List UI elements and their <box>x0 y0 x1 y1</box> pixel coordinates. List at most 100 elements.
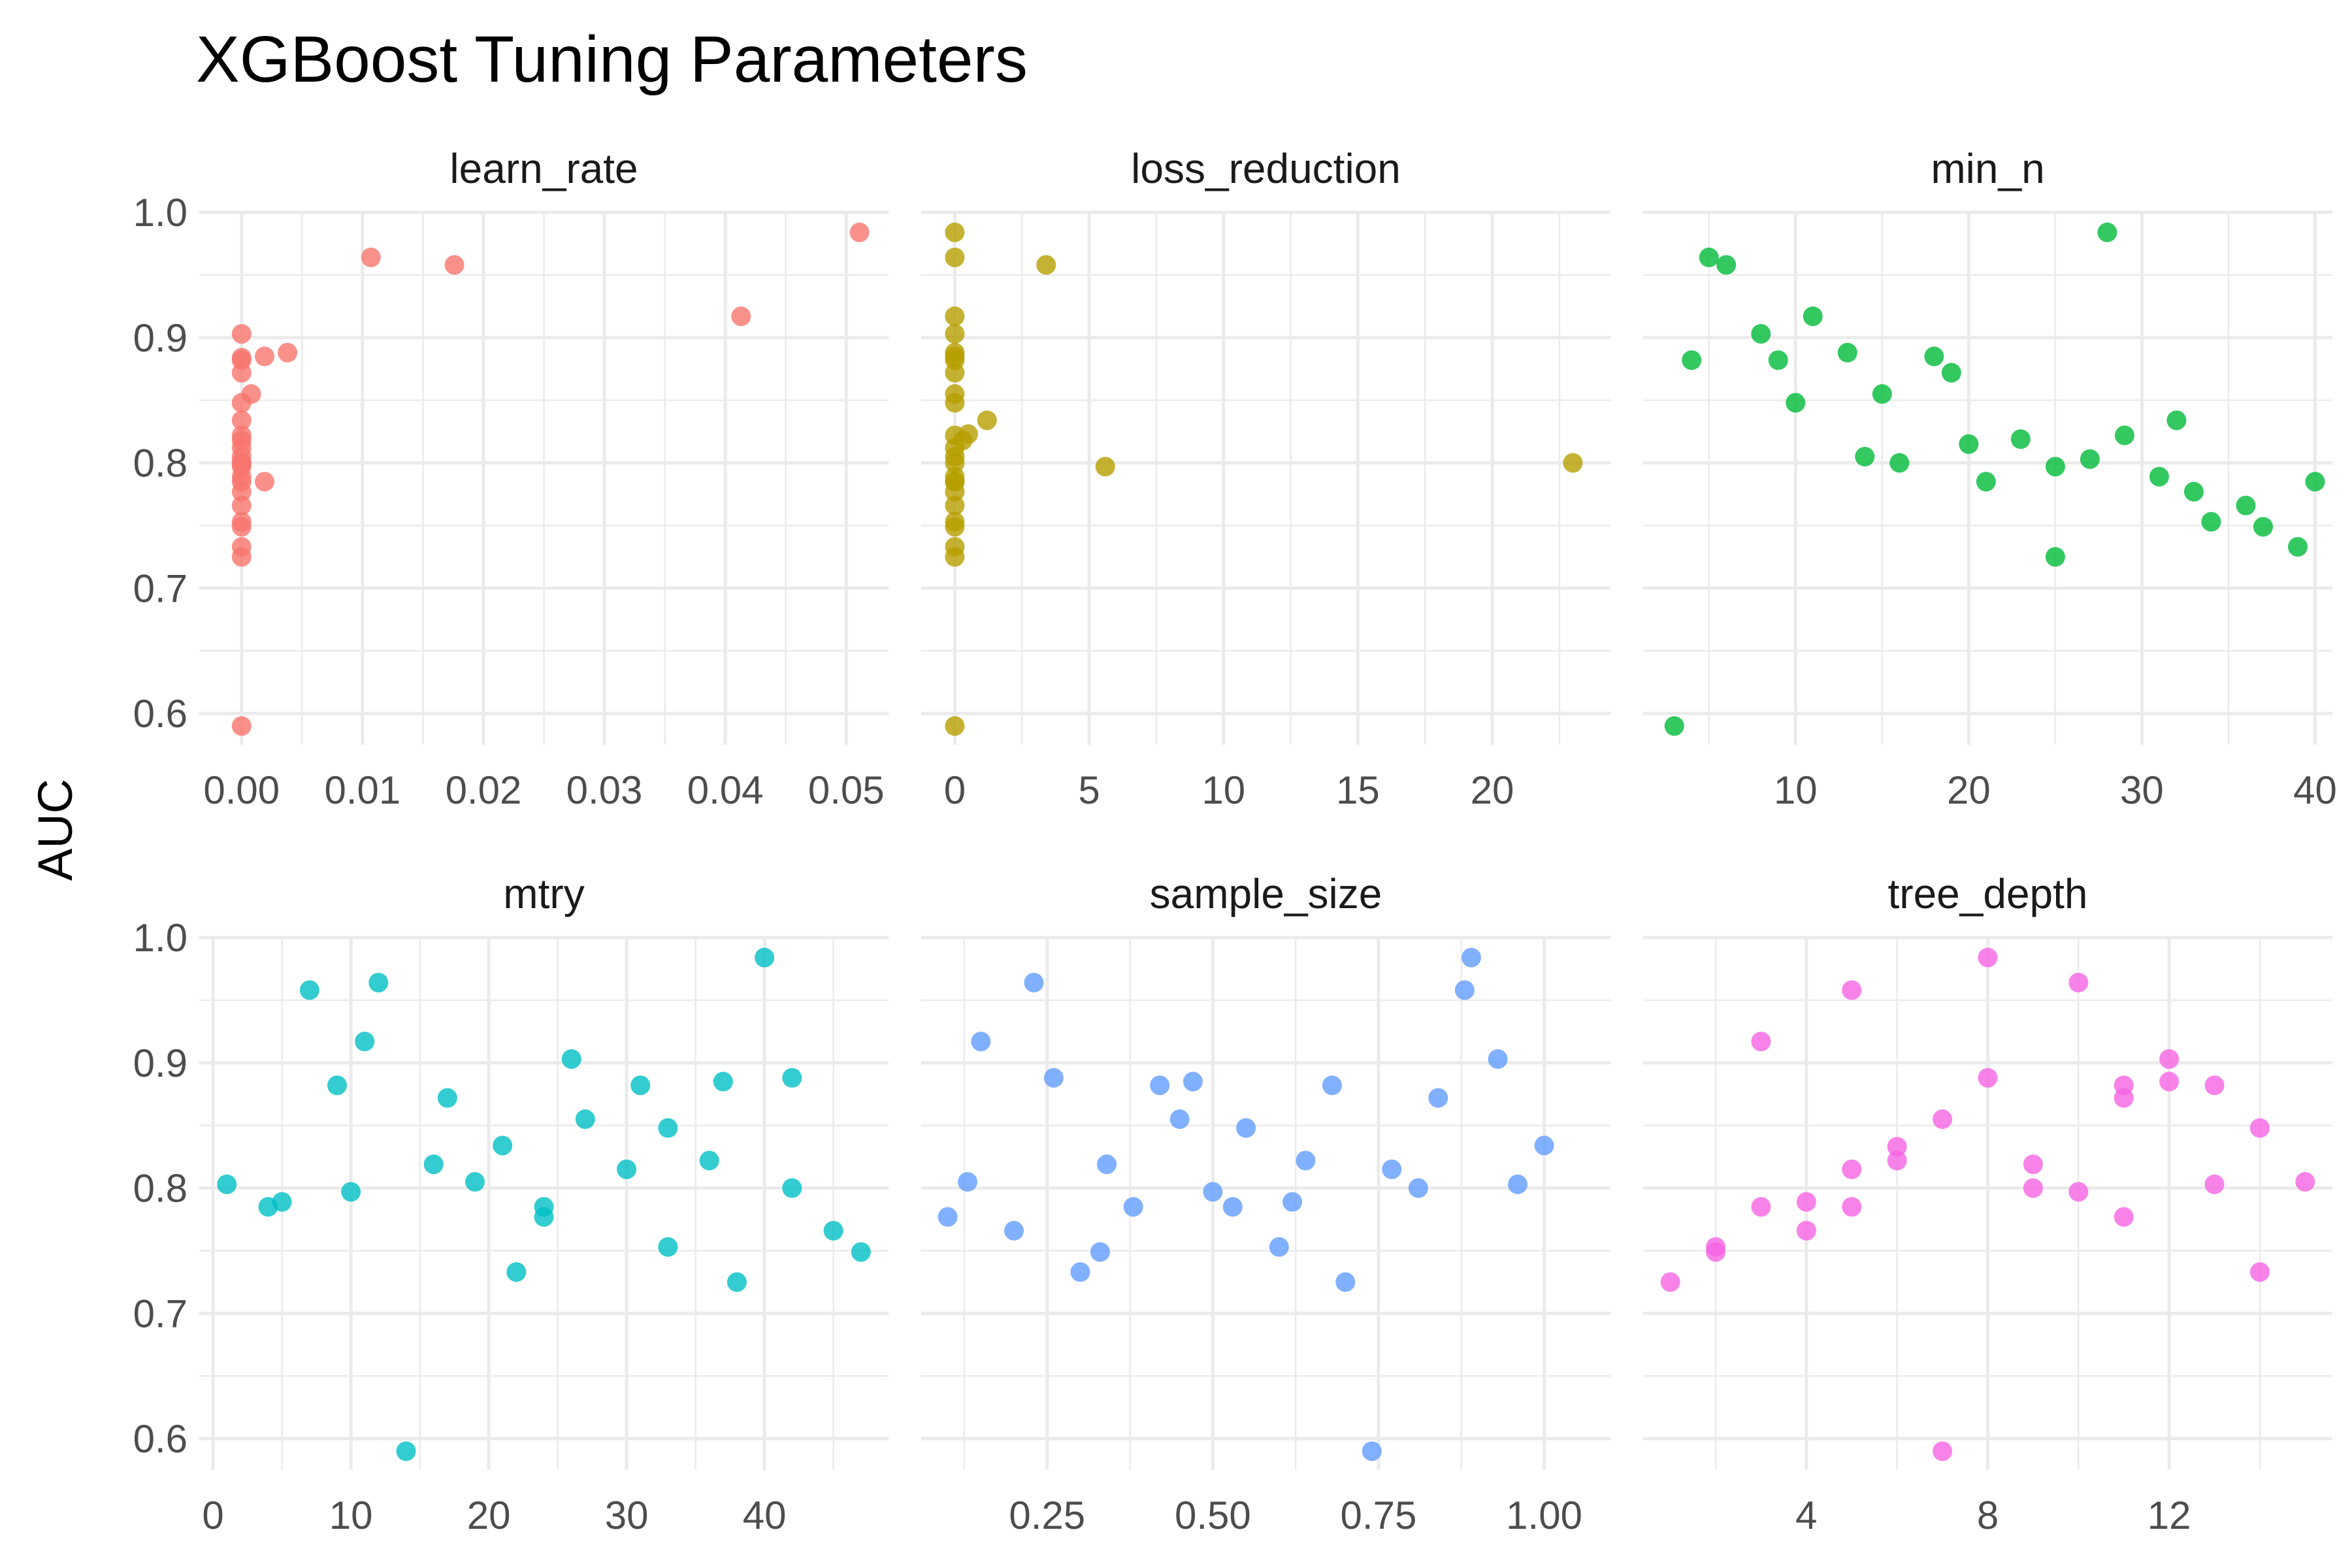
x-tick-label: 0.05 <box>808 768 885 812</box>
data-point <box>506 1262 527 1282</box>
data-point <box>2149 466 2169 487</box>
data-point <box>1933 1441 1953 1462</box>
data-point <box>849 222 870 242</box>
data-point <box>1454 980 1475 1000</box>
data-point <box>2114 425 2134 446</box>
y-tick-label: 0.6 <box>133 692 188 736</box>
data-point <box>231 547 252 567</box>
data-point <box>1236 1118 1256 1138</box>
facet-panel-learn-rate: learn_rate 0.6 0.7 0.8 0.9 1.0 0.00 0.01 0.02 0.0… <box>133 145 889 812</box>
data-point <box>2010 429 2031 449</box>
data-point <box>1097 1154 1117 1175</box>
data-point <box>945 453 965 473</box>
data-point <box>2253 517 2273 537</box>
data-point <box>1090 1242 1110 1262</box>
data-point <box>231 495 252 515</box>
x-tick-label: 0.50 <box>1175 1494 1251 1537</box>
data-point <box>1664 716 1684 736</box>
y-tick-label: 1.0 <box>133 916 188 960</box>
data-point <box>1842 1197 1862 1217</box>
data-point <box>465 1171 485 1192</box>
x-tick-label: 12 <box>2148 1494 2191 1537</box>
data-point <box>971 1032 991 1052</box>
x-tick-label: 20 <box>1947 768 1991 812</box>
data-point <box>2249 1262 2270 1282</box>
data-point <box>575 1109 595 1130</box>
data-point <box>534 1207 554 1227</box>
x-tick-label: 30 <box>605 1494 649 1537</box>
data-point <box>2236 495 2256 515</box>
y-tick-label: 0.9 <box>133 316 188 360</box>
data-point <box>217 1174 237 1194</box>
data-point <box>493 1135 513 1156</box>
points-min-n <box>1664 222 2325 736</box>
data-point <box>1803 306 1823 327</box>
gridlines <box>921 210 1610 745</box>
x-tick-label: 0.75 <box>1341 1494 1417 1537</box>
data-point <box>1183 1071 1203 1092</box>
data-point <box>231 324 252 344</box>
data-point <box>2305 472 2325 492</box>
data-point <box>958 1171 978 1192</box>
data-point <box>231 482 252 502</box>
gridlines <box>921 936 1610 1470</box>
data-point <box>1941 363 1961 383</box>
y-tick-label: 0.8 <box>133 442 188 485</box>
data-point <box>945 363 965 383</box>
data-point <box>1222 1197 1243 1217</box>
x-tick-label: 20 <box>1471 768 1514 812</box>
data-point <box>1382 1159 1402 1179</box>
data-point <box>782 1068 802 1088</box>
data-point <box>1855 446 1875 466</box>
data-point <box>561 1049 581 1070</box>
y-tick-label: 0.7 <box>133 1292 188 1335</box>
x-tick-label: 0.01 <box>324 768 400 812</box>
data-point <box>2166 410 2187 431</box>
data-point <box>2183 482 2204 502</box>
y-tick-label: 0.6 <box>133 1417 188 1461</box>
data-point <box>1751 1032 1771 1052</box>
gridlines <box>1643 210 2332 745</box>
data-point <box>2023 1178 2043 1198</box>
x-tick-label: 5 <box>1078 768 1100 812</box>
data-point <box>658 1118 678 1138</box>
data-point <box>231 410 252 431</box>
data-point <box>1095 457 1115 477</box>
data-point <box>2045 547 2065 567</box>
data-point <box>2045 457 2065 477</box>
gridlines <box>199 210 889 745</box>
data-point <box>1706 1242 1726 1262</box>
data-point <box>1507 1174 1527 1194</box>
data-point <box>1699 248 1719 268</box>
x-tick-label: 10 <box>1774 768 1818 812</box>
data-point <box>617 1159 637 1179</box>
data-point <box>1203 1182 1223 1202</box>
data-point <box>945 517 965 537</box>
data-point <box>1282 1192 1303 1212</box>
x-tick-label: 10 <box>329 1494 373 1537</box>
points-tree-depth <box>1660 947 2315 1462</box>
y-tick-label: 1.0 <box>133 191 188 235</box>
x-tick-label: 0 <box>202 1494 223 1537</box>
data-point <box>1660 1272 1680 1292</box>
x-tick-label: 0.03 <box>566 768 643 812</box>
data-point <box>1887 1151 1907 1171</box>
points-learn-rate <box>231 222 870 736</box>
data-point <box>2114 1207 2134 1227</box>
data-point <box>1976 472 1996 492</box>
x-tick-label: 0 <box>944 768 966 812</box>
y-tick-label: 0.7 <box>133 566 188 610</box>
data-point <box>1887 1137 1907 1157</box>
gridlines <box>1643 936 2332 1470</box>
data-point <box>272 1192 292 1212</box>
data-point <box>1036 255 1056 275</box>
facet-label-min-n: min_n <box>1931 145 2044 192</box>
data-point <box>2068 973 2089 993</box>
data-point <box>1978 1068 1998 1088</box>
data-point <box>2159 1049 2180 1070</box>
facet-panel-mtry: mtry 0.6 0.7 0.8 0.9 1.0 0 10 20 30 40 <box>133 870 889 1537</box>
data-point <box>713 1071 733 1092</box>
data-point <box>945 472 965 492</box>
data-point <box>699 1151 719 1171</box>
